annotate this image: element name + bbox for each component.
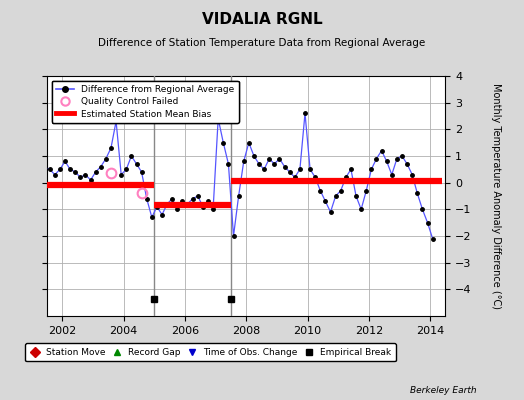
Text: VIDALIA RGNL: VIDALIA RGNL: [202, 12, 322, 27]
Legend: Station Move, Record Gap, Time of Obs. Change, Empirical Break: Station Move, Record Gap, Time of Obs. C…: [26, 344, 396, 362]
Text: Berkeley Earth: Berkeley Earth: [410, 386, 477, 395]
Legend: Difference from Regional Average, Quality Control Failed, Estimated Station Mean: Difference from Regional Average, Qualit…: [52, 80, 239, 123]
Text: Difference of Station Temperature Data from Regional Average: Difference of Station Temperature Data f…: [99, 38, 425, 48]
Y-axis label: Monthly Temperature Anomaly Difference (°C): Monthly Temperature Anomaly Difference (…: [491, 83, 501, 309]
